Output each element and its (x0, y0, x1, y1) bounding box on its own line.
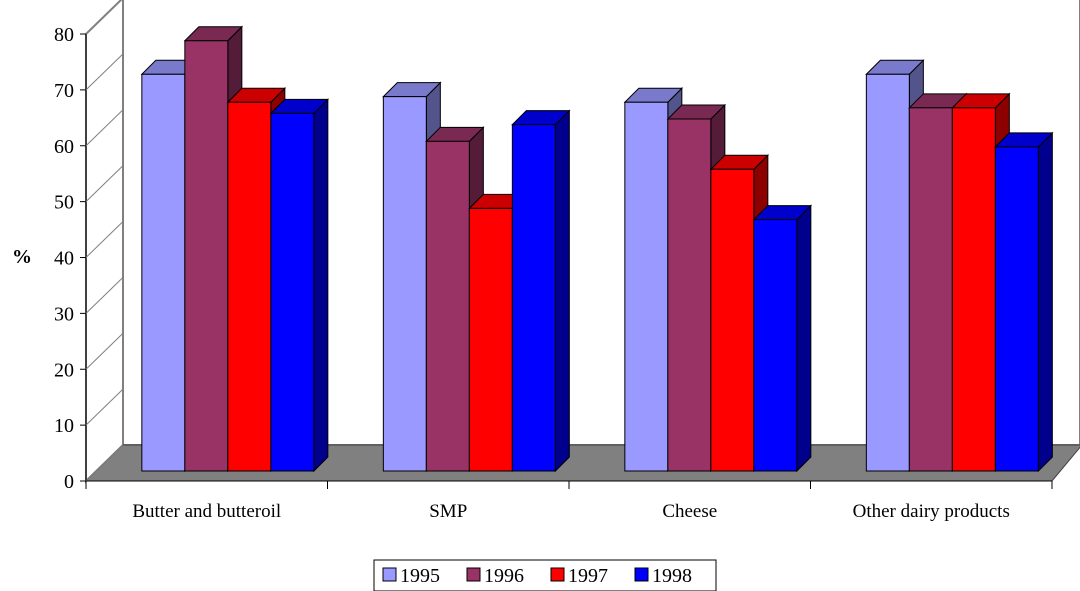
y-tick-label: 40 (54, 248, 74, 270)
bar-front (468, 207, 513, 472)
y-tick-label: 80 (54, 24, 74, 46)
bar-front (908, 107, 953, 472)
bar (269, 98, 330, 473)
legend-label: 1998 (652, 565, 692, 587)
back-wall (122, 0, 1080, 446)
bar (752, 204, 813, 473)
bars (140, 25, 1054, 473)
x-tick-label: SMP (429, 501, 467, 522)
x-tick-label: Butter and butteroil (132, 501, 281, 522)
y-tick-depth (85, 388, 124, 426)
y-tick-depth (85, 444, 124, 482)
bar-side (313, 98, 329, 473)
bar-front (753, 219, 798, 472)
y-tick-depth (85, 0, 122, 35)
bar (994, 131, 1054, 473)
bar-front (951, 107, 996, 472)
y-tick-depth (85, 53, 124, 91)
legend-label: 1997 (568, 565, 608, 587)
bar-front (425, 140, 470, 472)
legend-swatch (382, 567, 397, 582)
bar-front (667, 118, 712, 472)
y-tick-label: 30 (54, 303, 74, 325)
legend-swatch (550, 567, 565, 582)
bar-front (184, 40, 229, 472)
y-tick-label: 20 (54, 359, 74, 381)
bar-side (1037, 131, 1053, 473)
legend-label: 1996 (484, 565, 524, 587)
bar (511, 109, 571, 473)
y-tick-depth (85, 165, 124, 202)
y-tick-depth (85, 277, 124, 314)
bar-side (796, 204, 812, 473)
y-tick-label: 0 (64, 471, 74, 493)
bar-front (382, 96, 427, 472)
chart-walls (84, 0, 1080, 484)
legend-swatch (466, 567, 481, 582)
legend: 1995 1996 1997 1998 (373, 559, 717, 591)
y-tick-label: 60 (54, 136, 74, 158)
y-axis-label: % (12, 246, 32, 268)
legend-swatch (634, 567, 649, 582)
bar-front (865, 73, 910, 472)
y-tick-depth (85, 332, 124, 370)
y-tick-depth (85, 109, 124, 147)
y-tick-depth (85, 221, 124, 258)
legend-box (373, 559, 717, 591)
x-tick-label: Other dairy products (853, 501, 1010, 522)
bar-front (511, 124, 556, 472)
bar-front (227, 101, 272, 472)
y-tick-label: 70 (54, 80, 74, 102)
x-tick-label: Cheese (662, 501, 717, 522)
y-tick-label: 50 (54, 192, 74, 214)
axes: 0 10 20 30 40 50 60 70 80 Butter and butteroil SMP… (54, 0, 1053, 522)
legend-label: 1995 (400, 565, 440, 587)
bar-front (994, 146, 1039, 472)
bar-front (270, 112, 315, 472)
bar-front (624, 101, 669, 472)
bar-side (554, 109, 570, 473)
bar-front (141, 73, 186, 472)
bar-front (710, 168, 755, 472)
y-tick-label: 10 (54, 415, 74, 437)
